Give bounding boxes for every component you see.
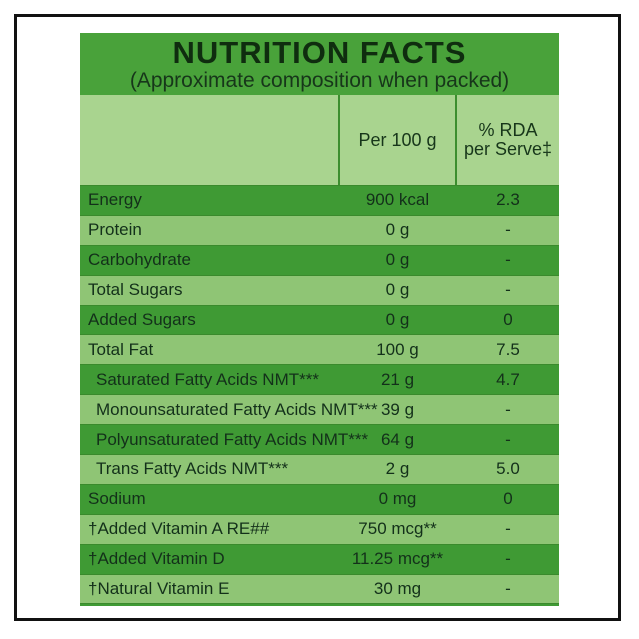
nutrient-name: Total Fat [88,339,154,359]
nutrient-value-per-100g: 11.25 mcg** [351,549,444,569]
rda-header-line-2: per Serve‡ [463,139,553,159]
nutrient-value-per-100g: 0 g [385,220,410,240]
table-row: Saturated Fatty Acids NMT*** 21 g 4.7 [80,364,559,395]
column-header-rda: % RDA per Serve‡ [457,95,559,185]
nutrient-rda-per-serve: - [505,280,511,300]
table-row: Total Sugars 0 g - [80,274,559,305]
nutrient-value-per-100g: 0 g [385,310,410,329]
nutrient-name: Sodium [88,489,146,509]
nutrient-rda-per-serve: - [505,579,511,599]
nutrient-name: Monounsaturated Fatty Acids NMT*** [96,399,378,419]
nutrient-rda-per-serve: 2.3 [496,190,520,210]
nutrient-name: Energy [88,190,142,210]
nutrient-rda-per-serve: 5.0 [496,459,520,479]
nutrient-value-per-100g: 0 mg [340,604,455,606]
nutrient-value-per-100g: 0 g [385,250,410,270]
nutrient-name: Trans Fatty Acids NMT*** [96,459,289,479]
table-row: Sodium 0 mg 0 [80,483,559,514]
column-header-band: Per 100 g % RDA per Serve‡ [80,95,559,185]
nutrient-rda-per-serve: 0 [503,489,513,509]
nutrient-rda-per-serve: - [505,549,511,569]
table-row: †Added Vitamin A RE## 750 mcg** - [80,513,559,544]
table-row: Protein 0 g - [80,214,559,245]
nutrient-rda-per-serve: 4.7 [496,369,520,389]
nutrient-rda-per-serve: 7.5 [496,339,520,359]
nutrition-table-body: Energy 900 kcal 2.3 Protein 0 g - Carbohydrate… [80,185,559,606]
nutrient-name: Protein [88,220,142,240]
table-row: Added Sugars 0 g 0 [80,304,559,335]
nutrient-value-per-100g: 30 mg [373,579,422,599]
nutrient-name: Total Sugars [88,280,183,300]
nutrient-value-per-100g: 900 kcal [365,190,430,210]
nutrient-rda-per-serve: - [505,519,511,539]
nutrient-name: Added Sugars [88,310,196,329]
nutrient-value-per-100g: 39 g [380,399,415,419]
nutrient-rda-per-serve: - [457,604,559,606]
nutrient-rda-per-serve: - [505,220,511,240]
nutrient-value-per-100g: 64 g [380,429,415,449]
table-row: Carbohydrate 0 g - [80,244,559,275]
table-row: Trans Fatty Acids NMT*** 2 g 5.0 [80,454,559,484]
nutrient-name: Saturated Fatty Acids NMT*** [96,369,319,389]
panel-subtitle: (Approximate composition when packed) [129,69,510,92]
panel-header: NUTRITION FACTS (Approximate composition… [80,33,559,95]
table-row: Monounsaturated Fatty Acids NMT*** 39 g - [80,394,559,425]
table-row: Cholesterol0 mg- [80,603,559,606]
nutrient-value-per-100g: 0 mg [378,489,417,509]
nutrient-value-per-100g: 750 mcg** [358,519,437,539]
table-row: Total Fat 100 g 7.5 [80,334,559,365]
table-row: Polyunsaturated Fatty Acids NMT*** 64 g - [80,424,559,455]
table-row: †Added Vitamin D 11.25 mcg** - [80,543,559,574]
nutrient-name: Carbohydrate [88,250,192,270]
nutrient-name: Polyunsaturated Fatty Acids NMT*** [96,429,369,449]
rda-header-line-1: % RDA [478,120,538,140]
nutrient-rda-per-serve: - [505,399,511,419]
nutrient-name: Cholesterol [88,604,338,606]
nutrient-value-per-100g: 0 g [385,280,410,300]
nutrient-name: †Added Vitamin A RE## [88,519,270,539]
nutrient-name: †Natural Vitamin E [88,579,230,599]
column-header-per-100g: Per 100 g [358,129,437,150]
panel-title: NUTRITION FACTS [172,35,467,70]
nutrition-facts-panel: NUTRITION FACTS (Approximate composition… [80,33,559,606]
nutrient-value-per-100g: 100 g [376,339,419,359]
nutrient-value-per-100g: 21 g [380,369,415,389]
nutrient-rda-per-serve: - [505,429,511,449]
table-row: Energy 900 kcal 2.3 [80,185,559,215]
nutrient-rda-per-serve: 0 [503,310,513,329]
table-row: †Natural Vitamin E 30 mg - [80,573,559,604]
nutrient-name: †Added Vitamin D [88,549,225,569]
nutrient-value-per-100g: 2 g [385,459,410,479]
nutrient-rda-per-serve: - [505,250,511,270]
